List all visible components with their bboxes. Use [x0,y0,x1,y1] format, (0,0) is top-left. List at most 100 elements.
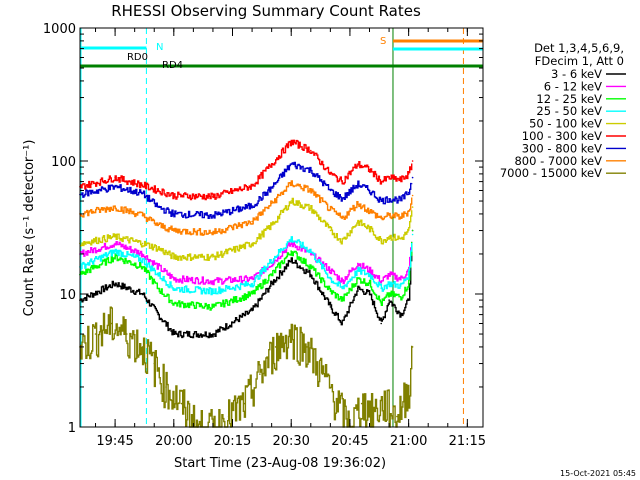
series-line-2 [80,241,413,286]
data-point-series-4 [270,259,273,261]
data-point-series-3 [251,293,253,295]
plot-frame [79,27,484,428]
data-point-series-3 [310,266,312,268]
marker-layer: RD0 RD4 N S [80,28,483,427]
data-point-series-8 [411,194,414,197]
data-point-series-3 [173,302,175,305]
legend-label-2: 6 - 12 keV [544,79,602,93]
data-point-series-2 [388,273,390,276]
data-point-series-7 [411,176,414,179]
data-point-series-2 [310,253,312,255]
data-point-series-3 [270,273,273,276]
data-point-series-8 [400,216,402,218]
data-point-series-7 [310,169,312,172]
series-line-8 [80,180,413,236]
data-point-series-6 [380,180,383,183]
data-point-series-5 [411,206,414,208]
data-point-series-9 [360,402,363,405]
data-point-series-9 [153,362,155,365]
data-point-series-6 [114,176,116,179]
data-point-series-6 [341,180,343,183]
data-point-series-9 [407,386,410,388]
data-point-series-8 [357,202,359,205]
legend-label-3: 12 - 25 keV [536,92,602,106]
data-point-series-3 [157,287,159,290]
data-point-series-9 [94,333,97,335]
timestamp: 15-Oct-2021 05:45 [560,469,636,478]
data-point-series-4 [290,238,293,240]
data-point-series-3 [407,282,410,285]
x-tick-label: 20:00 [155,434,192,449]
data-point-series-1 [400,313,402,316]
data-point-series-3 [388,293,390,295]
series-line-1 [80,242,413,339]
data-point-series-4 [380,287,383,290]
data-point-series-5 [310,207,312,210]
data-point-series-6 [212,195,214,198]
data-point-series-2 [157,266,159,268]
x-tick-label: 20:45 [331,434,368,449]
data-point-series-7 [388,198,390,200]
data-point-series-5 [212,256,214,258]
legend-header-line-1: Det 1,3,4,5,6,9, [534,41,624,55]
series-line-4 [80,236,413,296]
x-tick-label: 19:45 [96,434,133,449]
data-point-series-4 [157,273,159,276]
data-point-series-9 [290,333,293,335]
data-point-series-6 [290,140,293,143]
data-point-series-7 [341,198,343,200]
data-point-series-4 [310,250,312,252]
data-point-series-2 [368,269,371,272]
data-point-series-3 [368,282,371,285]
data-point-series-1 [388,299,390,301]
data-point-series-2 [251,278,253,280]
legend-label-6: 100 - 300 keV [522,129,602,143]
data-point-series-5 [251,242,253,245]
data-point-series-6 [251,185,253,187]
data-point-series-1 [357,287,359,290]
data-point-series-3 [380,302,383,305]
data-point-series-6 [329,173,332,175]
rd4-label: RD4 [162,60,183,71]
data-point-series-1 [341,322,343,325]
data-point-series-9 [411,346,414,348]
data-point-series-5 [270,224,273,226]
data-point-series-9 [259,373,261,375]
data-point-series-7 [173,213,175,215]
data-point-series-7 [380,200,383,202]
data-point-series-4 [411,233,414,236]
data-point-series-4 [251,282,253,285]
legend-label-7: 300 - 800 keV [522,141,602,155]
data-point-series-9 [306,346,308,348]
data-point-series-4 [341,287,343,290]
data-point-series-1 [114,282,116,285]
data-point-series-2 [212,280,214,282]
data-point-series-9 [337,402,340,405]
data-point-series-2 [357,262,359,265]
data-point-series-8 [380,217,383,220]
x-tick-label: 20:15 [214,434,251,449]
data-point-series-1 [141,293,144,295]
y-axis-label: Count Rate (s⁻¹ detector⁻¹) [22,140,37,317]
data-point-series-8 [329,208,332,211]
data-point-series-6 [388,176,390,179]
data-point-series-6 [368,168,371,171]
data-point-series-8 [388,214,390,217]
data-point-series-2 [341,280,343,282]
data-point-series-1 [173,333,175,335]
series-layer [79,139,414,428]
y-tick-label: 1 [68,421,76,436]
legend-label-4: 25 - 50 keV [536,104,602,118]
data-point-series-1 [157,313,159,316]
data-point-series-9 [384,402,387,405]
data-point-series-6 [173,194,175,197]
data-point-series-6 [407,173,410,175]
data-point-series-8 [157,224,159,226]
data-point-series-6 [270,163,273,165]
data-point-series-9 [321,373,324,375]
data-point-series-4 [329,278,332,280]
data-point-series-3 [212,306,214,308]
data-point-series-9 [180,402,183,405]
y-tick-label: 1000 [43,22,76,37]
